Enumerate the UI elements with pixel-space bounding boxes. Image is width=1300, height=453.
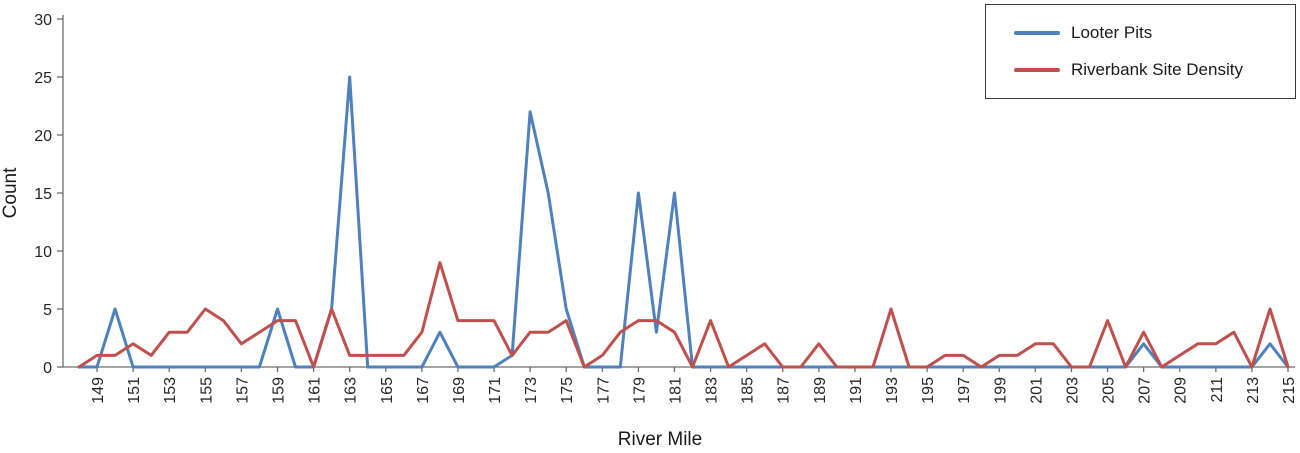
x-tick-label: 171	[487, 377, 504, 404]
x-tick-label: 193	[884, 377, 901, 404]
x-axis-title: River Mile	[618, 429, 702, 450]
legend-item-riverbank-site-density: Riverbank Site Density	[1014, 60, 1295, 80]
axes: 0 5 10 15 20 25 30 149 151 153 155 157 159 161 163 165 1…	[34, 12, 1298, 404]
y-tick-label: 20	[34, 128, 52, 145]
riverbank-site-density-line-swatch	[1014, 68, 1060, 73]
legend-item-looter-pits: Looter Pits	[1014, 23, 1295, 43]
x-tick-label: 211	[1209, 377, 1226, 403]
legend-label-riverbank-site-density: Riverbank Site Density	[1071, 60, 1243, 80]
y-tick-label: 0	[43, 360, 52, 377]
x-tick-label: 161	[307, 377, 324, 404]
looter-pits-line-swatch	[1014, 30, 1060, 35]
x-tick-label: 185	[740, 377, 757, 404]
x-tick-label: 169	[451, 377, 468, 404]
x-tick-label: 189	[812, 377, 829, 404]
x-tick-label: 165	[379, 377, 396, 404]
x-tick-label: 181	[667, 377, 684, 404]
y-tick-label: 10	[34, 244, 52, 261]
x-tick-label: 197	[956, 377, 973, 404]
x-tick-label: 205	[1101, 377, 1118, 404]
x-tick-label: 179	[631, 377, 648, 404]
x-tick-label: 213	[1245, 377, 1262, 404]
series-lines	[77, 75, 1290, 369]
x-tick-label: 167	[415, 377, 432, 404]
x-tick-label: 177	[595, 377, 612, 404]
legend-label-looter-pits: Looter Pits	[1071, 22, 1153, 42]
riverbank-site-density-line	[77, 261, 1290, 369]
x-tick-label: 157	[234, 377, 251, 404]
x-tick-label: 209	[1173, 377, 1190, 404]
x-tick-label: 203	[1064, 377, 1081, 404]
x-tick-label: 183	[704, 377, 721, 404]
x-tick-label: 163	[343, 377, 360, 404]
x-tick-label: 149	[90, 377, 107, 404]
y-tick-label: 5	[43, 302, 52, 319]
x-tick-label: 173	[523, 377, 540, 404]
x-tick-label: 195	[920, 377, 937, 404]
y-tick-label: 30	[34, 12, 52, 29]
y-tick-label: 25	[34, 70, 52, 87]
x-tick-label: 215	[1281, 377, 1298, 404]
legend: Looter Pits Riverbank Site Density	[985, 4, 1296, 99]
y-tick-label: 15	[34, 186, 52, 203]
x-tick-label: 187	[776, 377, 793, 404]
x-tick-label: 199	[992, 377, 1009, 404]
x-tick-label: 201	[1028, 377, 1045, 404]
x-tick-label: 159	[270, 377, 287, 404]
x-tick-label: 191	[848, 377, 865, 404]
x-tick-label: 153	[162, 377, 179, 404]
x-tick-label: 155	[198, 377, 215, 404]
y-axis-title: Count	[0, 167, 21, 218]
x-tick-label: 175	[559, 377, 576, 404]
x-tick-label: 151	[126, 377, 143, 404]
x-tick-label: 207	[1137, 377, 1154, 404]
